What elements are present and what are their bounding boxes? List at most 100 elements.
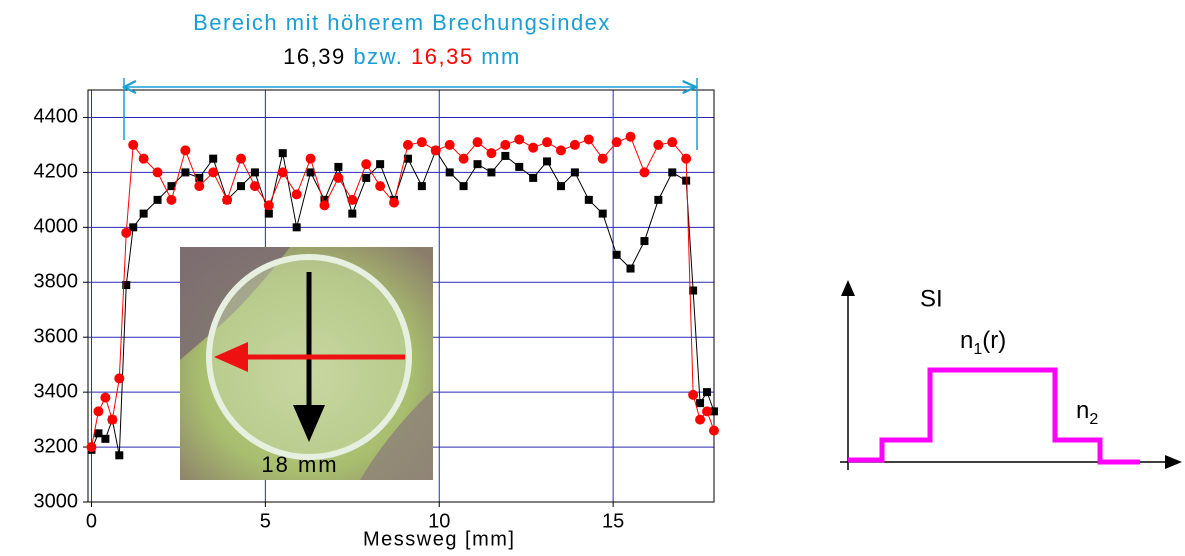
point [542, 137, 552, 147]
point [222, 195, 232, 205]
diagram-axis-label: SI [920, 285, 943, 312]
point [654, 196, 662, 204]
point [667, 137, 677, 147]
y-tick-label: 3200 [34, 435, 79, 457]
point [236, 154, 246, 164]
annotation-length: 16,39 bzw. 16,35 mm [283, 44, 521, 69]
point [460, 182, 468, 190]
point [626, 132, 636, 142]
label-n2: n2 [1076, 397, 1098, 428]
point [114, 373, 124, 383]
point [557, 182, 565, 190]
point [695, 415, 705, 425]
point [500, 140, 510, 150]
n1-base: n [960, 327, 973, 354]
length-1: 16,39 [283, 44, 346, 69]
point [514, 134, 524, 144]
point [306, 154, 316, 164]
point [265, 210, 273, 218]
point [375, 181, 385, 191]
point [459, 154, 469, 164]
y-tick-label: 3400 [34, 380, 79, 402]
point [292, 189, 302, 199]
length-2: 16,35 [411, 44, 474, 69]
point [640, 237, 648, 245]
point [251, 168, 259, 176]
point [570, 140, 580, 150]
x-tick-label: 0 [86, 510, 97, 532]
point [209, 155, 217, 163]
point [128, 140, 138, 150]
point [418, 182, 426, 190]
point [376, 160, 384, 168]
n2-base: n [1076, 397, 1089, 424]
point [613, 251, 621, 259]
point [180, 145, 190, 155]
point [528, 143, 538, 153]
point [417, 137, 427, 147]
y-tick-label: 4400 [34, 106, 79, 128]
point [445, 140, 455, 150]
point [389, 198, 399, 208]
point [709, 426, 719, 436]
n2-sub: 2 [1089, 411, 1098, 428]
page: 30003200340036003800400042004400051015Me… [0, 0, 1185, 556]
point [333, 173, 343, 183]
point [166, 195, 176, 205]
point [474, 160, 482, 168]
x-axis-label: Messweg [mm] [363, 528, 515, 550]
point [153, 167, 163, 177]
point [556, 145, 566, 155]
point [703, 388, 711, 396]
x-tick-label: 5 [260, 510, 271, 532]
y-tick-label: 3000 [34, 490, 79, 512]
y-tick-label: 3800 [34, 271, 79, 293]
point [529, 174, 537, 182]
point [682, 177, 690, 185]
point [334, 163, 342, 171]
y-tick-label: 3600 [34, 325, 79, 347]
point [584, 134, 594, 144]
point [362, 174, 370, 182]
point [612, 137, 622, 147]
point [140, 210, 148, 218]
point [278, 167, 288, 177]
point [94, 429, 102, 437]
point [501, 152, 509, 160]
photo-label: 18 mm [261, 452, 338, 477]
point [585, 196, 593, 204]
point [696, 399, 704, 407]
point [598, 154, 608, 164]
point [653, 140, 663, 150]
diagram: SI n1(r) n2 [840, 280, 1182, 470]
point [599, 210, 607, 218]
point [86, 442, 96, 452]
point [446, 168, 454, 176]
point [681, 154, 691, 164]
point [361, 159, 371, 169]
n1-suffix: (r) [982, 327, 1006, 354]
y-tick-label: 4200 [34, 161, 79, 183]
point [181, 168, 189, 176]
point [100, 393, 110, 403]
point [194, 181, 204, 191]
point [208, 167, 218, 177]
unit: mm [481, 44, 521, 69]
n1-sub: 1 [973, 341, 982, 358]
point [139, 154, 149, 164]
y-tick-label: 4000 [34, 216, 79, 238]
label-n1: n1(r) [960, 327, 1006, 358]
point [487, 168, 495, 176]
point [264, 200, 274, 210]
point [639, 167, 649, 177]
point [702, 406, 712, 416]
point [473, 137, 483, 147]
point [93, 406, 103, 416]
point [627, 265, 635, 273]
point [101, 435, 109, 443]
annotation-title: Bereich mit höherem Brechungsindex [193, 10, 611, 35]
point [431, 145, 441, 155]
point [107, 415, 117, 425]
point [121, 228, 131, 238]
